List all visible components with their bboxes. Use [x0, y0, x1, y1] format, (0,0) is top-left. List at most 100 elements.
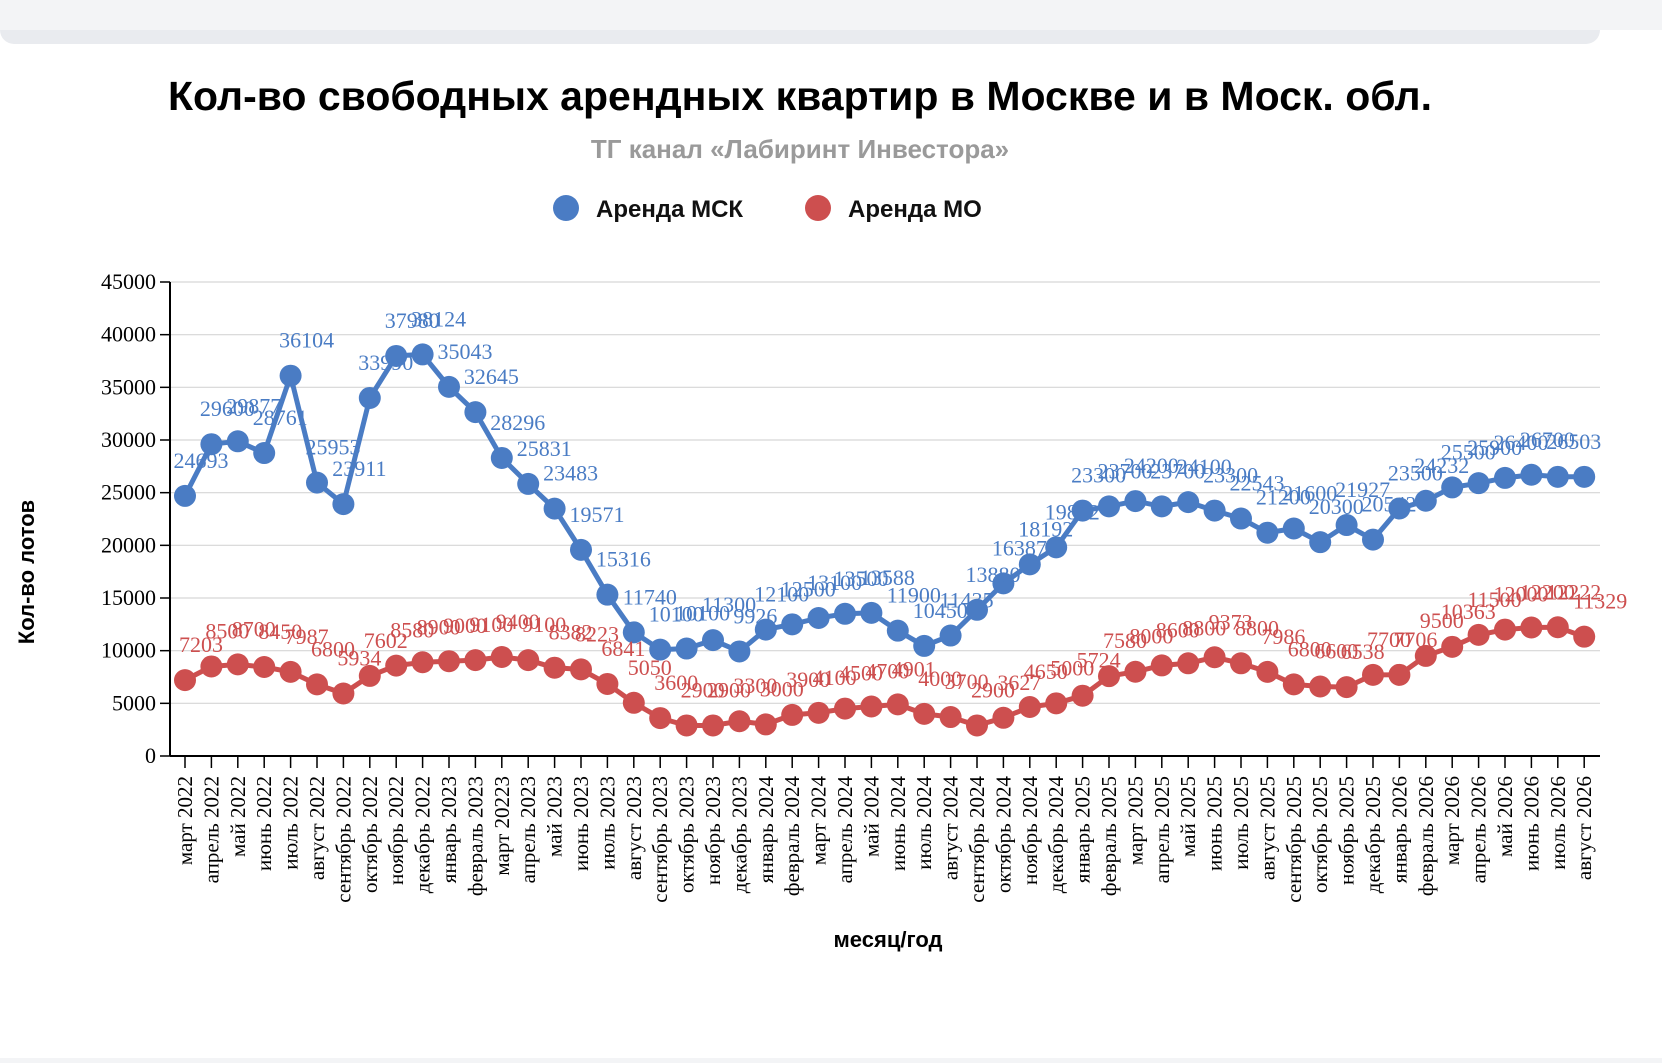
data-label-msk: 12500	[781, 576, 836, 601]
x-tick-label: июль 2023	[595, 776, 619, 870]
x-tick-label: май 2023	[543, 776, 567, 857]
data-label-mo: 10363	[1441, 599, 1496, 624]
data-point-mo	[490, 645, 513, 668]
x-tick-label: июль 2026	[1546, 776, 1570, 870]
data-point-mo	[1362, 663, 1384, 686]
data-label-msk: 11300	[702, 592, 756, 617]
data-label-mo: 8600	[1156, 617, 1200, 642]
legend-marker-msk	[553, 195, 579, 221]
data-label-msk: 19812	[1045, 499, 1100, 524]
x-tick-label: апрель 2025	[1150, 776, 1174, 883]
data-label-msk: 10450	[913, 598, 968, 623]
x-tick-label: май 2025	[1176, 776, 1200, 857]
data-point-msk	[1414, 489, 1437, 512]
data-point-msk	[1441, 476, 1464, 499]
data-label-msk: 35043	[438, 339, 493, 364]
data-point-mo	[1520, 616, 1543, 639]
x-tick-label: декабрь 2024	[1044, 776, 1068, 894]
data-point-msk	[1098, 495, 1120, 518]
data-label-msk: 23300	[1203, 463, 1258, 488]
data-point-msk	[992, 572, 1015, 595]
x-tick-label: октябрь 2024	[991, 776, 1015, 893]
data-point-msk	[1546, 465, 1569, 488]
data-point-msk	[913, 634, 936, 657]
data-label-msk: 13100	[807, 570, 862, 595]
window-top-band	[0, 30, 1600, 44]
data-label-msk: 13880	[966, 562, 1021, 587]
data-label-msk: 21600	[1282, 480, 1337, 505]
data-point-mo	[1441, 635, 1464, 658]
data-point-mo	[253, 655, 276, 678]
data-label-msk: 37980	[385, 308, 440, 333]
x-tick-label: март 2026	[1440, 776, 1464, 865]
data-label-msk: 22543	[1230, 471, 1285, 496]
data-label-mo: 5050	[628, 655, 672, 680]
data-label-msk: 11900	[887, 583, 941, 608]
data-point-mo	[992, 706, 1015, 729]
data-point-mo	[860, 695, 883, 718]
data-label-msk: 20300	[1309, 494, 1364, 519]
x-tick-label: декабрь 2025	[1361, 776, 1385, 893]
data-label-mo: 4500	[839, 661, 883, 686]
x-tick-label: апрель 2026	[1467, 776, 1491, 883]
data-point-msk	[781, 613, 804, 636]
data-point-msk	[860, 601, 883, 624]
x-tick-label: июль 2025	[1229, 776, 1253, 870]
x-tick-label: февраль 2023	[463, 776, 487, 896]
chart-svg: Кол-во свободных арендных квартир в Моск…	[14, 73, 1627, 952]
data-label-mo: 3700	[945, 669, 989, 694]
data-label-msk: 26700	[1520, 427, 1575, 452]
data-label-mo: 3900	[786, 667, 830, 692]
y-tick-label: 30000	[101, 427, 156, 452]
data-point-msk	[332, 493, 355, 516]
y-tick-label: 20000	[101, 532, 156, 557]
data-point-msk	[358, 386, 381, 409]
data-point-msk	[1362, 528, 1384, 551]
data-point-mo	[1388, 663, 1411, 686]
data-point-msk	[1124, 490, 1147, 513]
data-label-mo: 8900	[417, 614, 461, 639]
data-label-msk: 13500	[834, 566, 889, 591]
data-point-msk	[306, 471, 328, 494]
x-tick-label: сентябрь 2022	[331, 776, 355, 903]
data-label-mo: 9000	[443, 613, 487, 638]
data-label-msk: 21927	[1335, 477, 1390, 502]
data-point-mo	[1573, 625, 1596, 648]
data-point-msk	[543, 497, 566, 520]
data-point-mo	[1230, 652, 1252, 675]
data-label-msk: 33990	[358, 350, 413, 375]
data-point-mo	[1045, 692, 1068, 715]
data-label-mo: 4000	[918, 666, 962, 691]
chart-title: Кол-во свободных арендных квартир в Моск…	[168, 73, 1432, 119]
data-label-mo: 8800	[1182, 615, 1226, 640]
data-point-msk	[1018, 553, 1041, 576]
data-label-msk: 9926	[733, 603, 777, 628]
x-tick-label: апрель 2022	[199, 776, 223, 883]
data-label-mo: 8000	[1129, 624, 1173, 649]
data-point-mo	[358, 664, 381, 687]
data-point-msk	[464, 401, 487, 424]
data-label-mo: 8800	[1235, 615, 1279, 640]
data-label-mo: 7706	[1393, 627, 1437, 652]
data-label-msk: 26503	[1546, 429, 1601, 454]
data-label-mo: 6538	[1341, 639, 1385, 664]
data-label-mo: 2900	[971, 677, 1015, 702]
data-point-msk	[702, 629, 724, 652]
data-point-msk	[1045, 536, 1068, 559]
data-point-msk	[200, 433, 223, 456]
x-tick-label: июль 2024	[912, 776, 936, 870]
data-point-msk	[834, 602, 856, 625]
data-point-msk	[622, 621, 645, 644]
data-point-mo	[1018, 696, 1041, 719]
gridlines	[170, 281, 1600, 757]
x-tick-label: май 2026	[1493, 776, 1517, 857]
data-label-msk: 11435	[940, 588, 994, 613]
x-tick-label: октябрь 2025	[1308, 776, 1332, 893]
data-label-mo: 9100	[469, 612, 513, 637]
data-point-mo	[939, 706, 962, 729]
data-point-mo	[1414, 644, 1437, 667]
x-tick-label: май 2024	[859, 776, 883, 857]
data-point-msk	[1177, 491, 1200, 514]
data-point-mo	[200, 655, 223, 678]
data-point-msk	[253, 442, 276, 465]
